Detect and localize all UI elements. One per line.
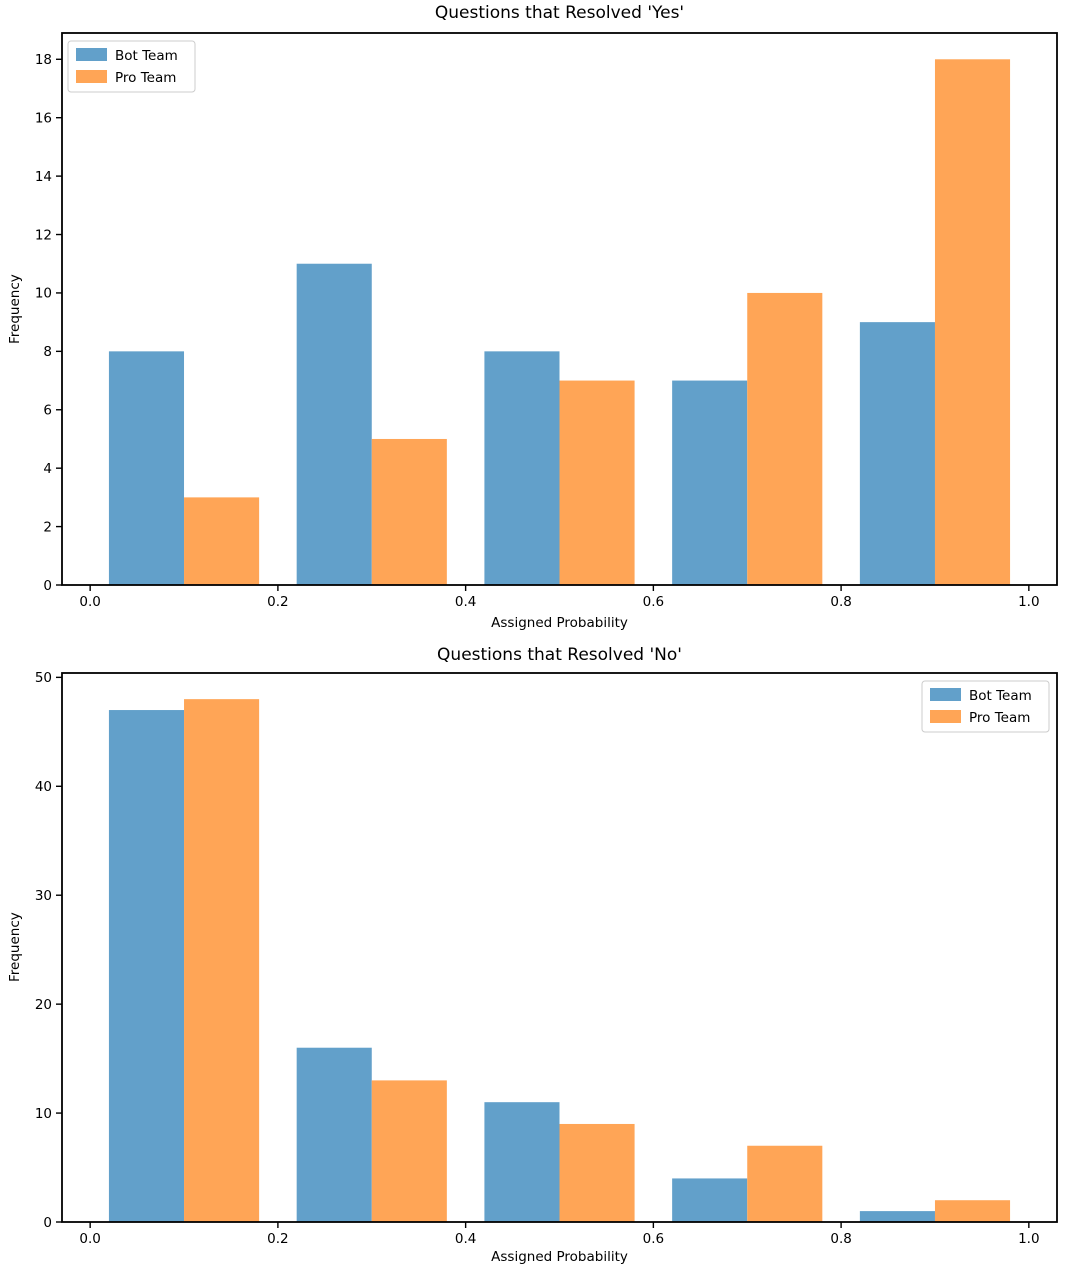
legend-label: Pro Team	[969, 710, 1030, 726]
yes-x-axis-label: Assigned Probability	[491, 615, 628, 631]
legend-label: Bot Team	[115, 48, 178, 64]
y-tick-label: 4	[43, 461, 52, 477]
y-tick-label: 6	[43, 403, 52, 419]
axes-spines	[61, 672, 1058, 1223]
yes-chart-canvas: 0.0 0.2 0.4 0.6 0.8 1.0 0 2 4 6 8 10 12 14 16 18 Bot Tea…	[35, 32, 1058, 610]
bar-pro-team-bin-2	[559, 1123, 635, 1222]
bar-bot-team-bin-0	[108, 710, 185, 1222]
bar-pro-team-bin-4	[934, 1200, 1011, 1222]
y-tick-label: 16	[35, 110, 52, 126]
bar-bot-team-bin-4	[859, 322, 935, 585]
x-tick-label: 0.0	[79, 1231, 100, 1247]
legend-swatch-bot-team	[76, 48, 107, 61]
bar-bot-team-bin-0	[108, 351, 185, 585]
x-tick-label: 0.2	[267, 1231, 288, 1247]
bar-pro-team-bin-2	[559, 380, 635, 585]
bar-bot-team-bin-1	[296, 1047, 372, 1222]
no-chart-figure: Questions that Resolved 'No' Frequency 0…	[0, 640, 1065, 1280]
y-tick-label: 14	[35, 169, 52, 185]
x-tick-label: 0.6	[643, 594, 664, 610]
legend-swatch-bot-team	[930, 688, 961, 701]
bar-bot-team-bin-1	[296, 263, 372, 585]
x-tick-label: 0.4	[455, 1231, 476, 1247]
x-tick-label: 0.8	[830, 594, 851, 610]
x-tick-label: 0.6	[643, 1231, 664, 1247]
x-tick-label: 1.0	[1018, 594, 1039, 610]
legend-label: Bot Team	[969, 688, 1032, 704]
x-tick-label: 0.4	[455, 594, 476, 610]
bar-pro-team-bin-1	[371, 438, 447, 585]
y-tick-label: 10	[35, 286, 52, 302]
x-tick-label: 1.0	[1018, 1231, 1039, 1247]
y-tick-label: 12	[35, 227, 52, 243]
legend-swatch-pro-team	[76, 70, 107, 83]
y-tick-label: 30	[35, 888, 52, 904]
y-tick-label: 0	[43, 578, 52, 594]
bar-pro-team-bin-3	[747, 1145, 823, 1222]
bar-pro-team-bin-1	[371, 1080, 447, 1222]
no-chart-title: Questions that Resolved 'No'	[437, 645, 682, 665]
legend-swatch-pro-team	[930, 710, 961, 723]
y-tick-label: 20	[35, 997, 52, 1013]
y-tick-label: 50	[35, 670, 52, 686]
y-tick-label: 10	[35, 1106, 52, 1122]
bar-bot-team-bin-2	[484, 351, 560, 585]
bar-bot-team-bin-2	[484, 1102, 560, 1222]
x-tick-label: 0.8	[830, 1231, 851, 1247]
bar-bot-team-bin-3	[672, 380, 748, 585]
y-tick-label: 2	[43, 519, 52, 535]
bar-bot-team-bin-4	[859, 1211, 935, 1222]
x-tick-label: 0.2	[267, 594, 288, 610]
bar-pro-team-bin-0	[184, 699, 260, 1222]
no-x-axis-label: Assigned Probability	[491, 1249, 628, 1265]
axes-spines	[61, 32, 1058, 586]
y-tick-label: 0	[43, 1215, 52, 1231]
y-tick-label: 8	[43, 344, 52, 360]
bar-bot-team-bin-3	[672, 1178, 748, 1222]
bar-pro-team-bin-4	[934, 59, 1011, 586]
y-tick-label: 40	[35, 779, 52, 795]
legend-label: Pro Team	[115, 70, 176, 86]
yes-chart-figure: Questions that Resolved 'Yes' Frequency …	[7, 3, 1058, 631]
yes-chart-title: Questions that Resolved 'Yes'	[434, 3, 685, 23]
no-chart-canvas: 0.0 0.2 0.4 0.6 0.8 1.0 0 10 20 30 40 50 Bot Team Pro…	[35, 670, 1058, 1247]
y-tick-label: 18	[35, 52, 52, 68]
bar-pro-team-bin-0	[184, 497, 260, 585]
x-tick-label: 0.0	[79, 594, 100, 610]
bar-pro-team-bin-3	[747, 292, 823, 585]
